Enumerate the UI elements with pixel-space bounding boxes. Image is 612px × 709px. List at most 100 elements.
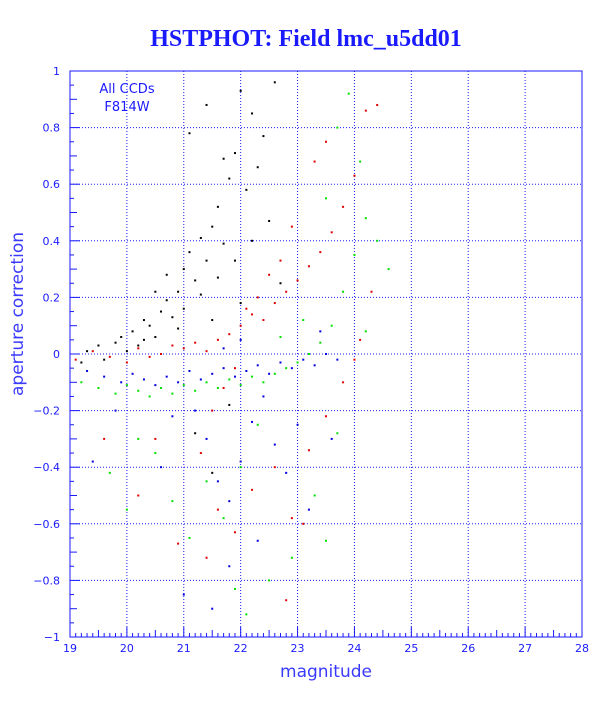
data-point: [154, 336, 157, 339]
data-point: [142, 319, 145, 322]
data-point: [205, 381, 208, 384]
data-point: [239, 466, 242, 469]
data-point: [137, 347, 140, 350]
y-tick-label: 0.4: [43, 235, 61, 248]
data-point: [290, 225, 293, 228]
data-point: [114, 392, 117, 395]
data-point: [125, 508, 128, 511]
data-point: [256, 296, 259, 299]
data-point: [188, 132, 191, 135]
data-point: [211, 471, 214, 474]
data-point: [97, 344, 100, 347]
data-point: [290, 556, 293, 559]
data-point: [279, 336, 282, 339]
data-point: [285, 367, 288, 370]
data-point: [319, 251, 322, 254]
data-points: [74, 81, 390, 616]
data-point: [307, 449, 310, 452]
data-point: [387, 268, 390, 271]
x-tick-label: 23: [291, 642, 305, 655]
data-point: [91, 350, 94, 353]
tick-labels: 19 20 21 22 23 24 25 26 27 28 −1 −0.8 −0.6 −0.4 −0.2 0 0…: [33, 65, 589, 655]
data-point: [199, 236, 202, 239]
data-point: [171, 415, 174, 418]
data-point: [268, 372, 271, 375]
data-point: [137, 389, 140, 392]
data-point: [307, 265, 310, 268]
data-point: [125, 350, 128, 353]
data-point: [171, 344, 174, 347]
data-point: [211, 225, 214, 228]
data-point: [325, 140, 327, 143]
data-point: [154, 384, 157, 387]
data-point: [165, 273, 168, 276]
data-point: [273, 466, 276, 469]
data-point: [216, 205, 219, 208]
data-point: [307, 353, 310, 355]
data-point: [290, 367, 293, 370]
data-point: [160, 466, 163, 469]
data-point: [108, 355, 111, 358]
x-tick-label: 20: [120, 642, 134, 655]
data-point: [199, 452, 202, 455]
data-point: [353, 358, 356, 361]
data-point: [285, 599, 288, 602]
data-point: [359, 160, 362, 163]
data-point: [262, 395, 265, 398]
data-point: [148, 355, 151, 358]
data-point: [131, 330, 134, 333]
data-point: [353, 174, 356, 177]
data-point: [330, 437, 333, 440]
data-point: [290, 517, 293, 520]
y-tick-label: 0: [53, 348, 60, 361]
data-point: [347, 92, 350, 95]
data-point: [251, 488, 254, 491]
data-point: [182, 268, 185, 271]
data-point: [342, 381, 345, 384]
data-point: [114, 341, 117, 344]
annotation: All CCDs F814W: [99, 82, 154, 115]
data-point: [302, 358, 305, 361]
x-tick-label: 28: [575, 642, 589, 655]
axis-ticks: [69, 70, 583, 638]
data-point: [205, 556, 208, 559]
data-point: [222, 347, 225, 350]
data-point: [194, 432, 197, 435]
data-point: [216, 386, 219, 389]
data-point: [103, 375, 106, 378]
data-point: [251, 375, 254, 378]
data-point: [325, 415, 327, 418]
data-point: [125, 361, 128, 364]
data-point: [182, 384, 185, 387]
data-point: [120, 381, 123, 384]
x-tick-label: 22: [234, 642, 248, 655]
data-point: [364, 330, 367, 333]
data-point: [160, 353, 163, 355]
data-point: [364, 109, 367, 112]
x-tick-label: 24: [347, 642, 361, 655]
data-point: [108, 471, 111, 474]
data-point: [302, 522, 305, 525]
data-point: [211, 607, 214, 610]
data-point: [285, 290, 288, 293]
data-point: [222, 157, 225, 160]
data-point: [177, 542, 180, 545]
data-point: [142, 338, 145, 341]
y-tick-label: 0.2: [43, 291, 61, 304]
y-tick-label: −0.2: [33, 405, 60, 418]
data-point: [336, 358, 339, 361]
data-point: [313, 160, 316, 163]
data-point: [97, 386, 100, 389]
data-point: [273, 372, 276, 375]
y-tick-label: 0.8: [43, 122, 61, 135]
data-point: [330, 231, 333, 234]
data-point: [233, 531, 236, 534]
data-point: [342, 205, 345, 208]
data-point: [313, 364, 316, 367]
data-point: [216, 338, 219, 341]
data-point: [177, 381, 180, 384]
data-point: [256, 166, 259, 169]
data-point: [268, 579, 271, 582]
data-point: [211, 409, 214, 412]
y-tick-label: −0.8: [33, 574, 60, 587]
